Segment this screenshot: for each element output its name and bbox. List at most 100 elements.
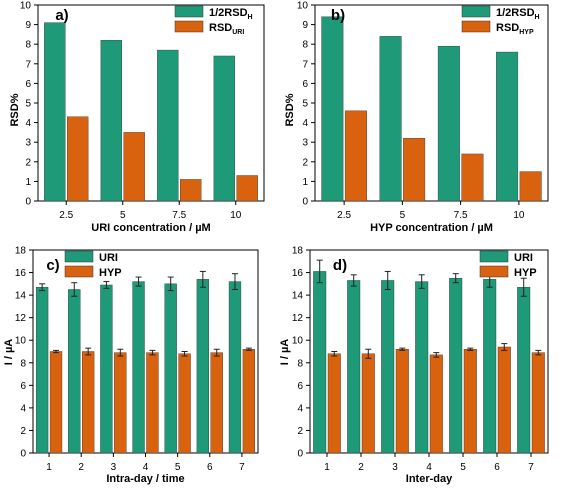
- bar-rsd-7.5: [180, 179, 202, 202]
- bar-uri-3: [381, 280, 395, 454]
- x-axis-label: Intra-day / time: [106, 473, 184, 485]
- y-tick-label: 8: [302, 40, 308, 51]
- legend-label-subscript: URI: [232, 29, 244, 36]
- bar-hyp-7: [531, 352, 545, 454]
- legend-swatch: [461, 20, 491, 33]
- y-tick-label: 14: [15, 291, 27, 302]
- bar-1-2rsd-5: [100, 40, 122, 202]
- legend-label-subscript: HYP: [519, 29, 534, 36]
- bar-uri-7: [517, 287, 531, 454]
- bar-1-2rsd-7.5: [437, 45, 460, 202]
- y-tick-label: 14: [292, 291, 304, 302]
- bar-uri-5: [449, 277, 463, 454]
- x-tick-label: 5: [175, 462, 181, 473]
- y-tick-label: 0: [20, 449, 26, 460]
- bar-hyp-1: [327, 353, 341, 454]
- bar-1-2rsd-5: [379, 36, 402, 202]
- y-tick-label: 10: [15, 336, 27, 347]
- legend-label: RSDHYP: [496, 22, 534, 36]
- legend-swatch: [174, 5, 204, 18]
- bar-rsd-2.5: [344, 110, 367, 202]
- y-tick-label: 12: [292, 313, 304, 324]
- y-tick-label: 12: [15, 313, 27, 324]
- bar-hyp-7: [242, 349, 256, 454]
- x-tick-label: 10: [230, 210, 242, 221]
- chart-panel-1: 0 1 2 3 4 5 6 7 8 9 10 2.5 5 7.5 10 a) URI concentration…: [9, 1, 265, 234]
- bar-hyp-4: [429, 354, 443, 454]
- y-tick-label: 8: [25, 40, 31, 51]
- legend-label-subscript: H: [248, 14, 253, 21]
- panel-label: c): [46, 257, 59, 274]
- panel-label: a): [55, 7, 68, 24]
- x-axis-label: HYP concentration / µM: [370, 222, 493, 234]
- legend: URI HYP: [64, 250, 122, 279]
- y-tick-label: 0: [297, 449, 303, 460]
- x-tick-label: 4: [426, 462, 432, 473]
- bar-hyp-3: [395, 349, 409, 454]
- y-tick-label: 8: [297, 358, 303, 369]
- x-tick-label: 7.5: [454, 210, 468, 221]
- x-tick-label: 7: [528, 462, 534, 473]
- x-tick-label: 3: [392, 462, 398, 473]
- x-tick-label: 5: [120, 210, 126, 221]
- x-tick-label: 10: [513, 210, 525, 221]
- y-tick-label: 10: [20, 1, 32, 12]
- y-tick-label: 2: [302, 157, 308, 168]
- legend: URI HYP: [479, 250, 537, 279]
- x-tick-label: 2.5: [59, 210, 73, 221]
- bar-rsd-2.5: [67, 116, 89, 202]
- bar-1-2rsd-2.5: [321, 16, 344, 202]
- y-tick-label: 3: [25, 138, 31, 149]
- bar-uri-6: [196, 279, 209, 454]
- y-tick-label: 18: [15, 246, 27, 257]
- legend-label: HYP: [99, 267, 122, 279]
- y-tick-label: 6: [297, 381, 303, 392]
- legend-label-subscript: H: [535, 14, 540, 21]
- y-axis-label: RSD%: [284, 93, 296, 126]
- bar-uri-7: [228, 281, 242, 454]
- legend-swatch: [479, 250, 509, 263]
- y-tick-label: 16: [15, 268, 27, 279]
- legend-label: 1/2RSDH: [496, 7, 540, 21]
- panel-label: d): [333, 257, 347, 274]
- bar-1-2rsd-7.5: [157, 49, 179, 202]
- bar-hyp-6: [210, 352, 223, 454]
- y-axis-label: I / µA: [279, 339, 291, 366]
- bar-1-2rsd-10: [496, 51, 519, 202]
- y-tick-label: 8: [20, 358, 26, 369]
- bar-uri-3: [100, 284, 113, 454]
- chart-panel-2: 0 1 2 3 4 5 6 7 8 9 10 2.5 5 7.5 10 b) HYP concentration…: [284, 1, 549, 234]
- x-tick-label: 3: [111, 462, 117, 473]
- x-tick-label: 6: [207, 462, 213, 473]
- x-tick-label: 5: [400, 210, 406, 221]
- bar-rsd-7.5: [461, 153, 484, 202]
- bar-hyp-4: [146, 352, 159, 454]
- bar-hyp-2: [82, 351, 95, 454]
- x-tick-label: 1: [46, 462, 52, 473]
- bar-hyp-5: [178, 353, 191, 454]
- y-tick-label: 7: [25, 59, 31, 70]
- bar-hyp-5: [463, 349, 477, 454]
- y-tick-label: 10: [292, 336, 304, 347]
- bar-uri-4: [415, 281, 429, 454]
- y-axis-label: RSD%: [9, 93, 21, 126]
- legend-label: URI: [99, 252, 118, 264]
- legend-swatch: [174, 20, 204, 33]
- y-tick-label: 9: [302, 20, 308, 31]
- plot-frame: [32, 249, 259, 454]
- bar-rsd-5: [403, 138, 426, 202]
- y-tick-label: 16: [292, 268, 304, 279]
- bar-rsd-10: [236, 175, 258, 202]
- y-tick-label: 9: [25, 20, 31, 31]
- y-tick-label: 5: [25, 99, 31, 110]
- x-tick-label: 6: [494, 462, 500, 473]
- x-tick-label: 4: [143, 462, 149, 473]
- bar-1-2rsd-2.5: [44, 22, 66, 202]
- y-tick-label: 10: [297, 1, 309, 12]
- y-tick-label: 3: [302, 138, 308, 149]
- y-tick-label: 2: [20, 426, 26, 437]
